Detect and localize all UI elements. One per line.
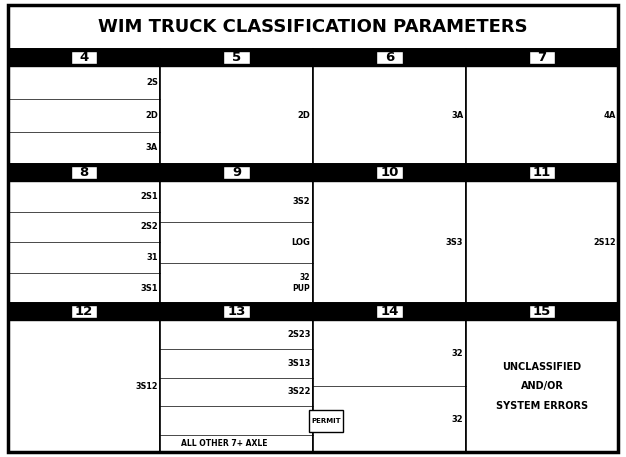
Bar [8,303,160,320]
Text: 7: 7 [538,51,546,64]
Text: 2S2: 2S2 [140,223,158,231]
Bar [313,49,466,66]
Bar [313,303,466,452]
Text: 12: 12 [74,305,93,318]
Text: 10: 10 [380,166,399,179]
Bar [223,51,250,64]
Bar [71,305,97,319]
Bar [529,166,555,179]
Text: WIM TRUCK CLASSIFICATION PARAMETERS: WIM TRUCK CLASSIFICATION PARAMETERS [98,18,528,36]
Bar [466,303,618,452]
Text: 3S22: 3S22 [287,388,310,396]
Bar [313,164,466,181]
Text: 2D: 2D [297,111,310,120]
Bar [160,164,313,303]
Bar [160,49,313,164]
Bar [466,303,618,320]
Text: LOG: LOG [292,238,310,247]
Text: 8: 8 [80,166,88,179]
Text: 5: 5 [232,51,241,64]
Bar [8,49,160,66]
Bar [8,5,618,49]
Text: 32
PUP: 32 PUP [293,273,310,292]
Text: 9: 9 [232,166,241,179]
Bar [160,303,313,452]
Bar [223,166,250,179]
Text: 3A: 3A [145,143,158,152]
Text: 2S: 2S [146,78,158,87]
Text: 15: 15 [533,305,552,318]
Bar [8,49,160,164]
FancyBboxPatch shape [309,410,343,431]
Bar [160,164,313,181]
Bar [376,166,403,179]
Bar [223,305,250,319]
Text: 2S1: 2S1 [140,192,158,201]
Bar [313,49,466,164]
Bar [466,164,618,303]
Bar [71,166,97,179]
Text: PERMIT: PERMIT [311,418,341,424]
Text: 32: 32 [451,415,463,424]
Text: 13: 13 [227,305,246,318]
Text: 11: 11 [533,166,552,179]
Bar [8,303,160,452]
Text: 4: 4 [80,51,88,64]
Text: 2D: 2D [145,111,158,120]
Bar [376,51,403,64]
Text: 14: 14 [380,305,399,318]
Bar [313,164,466,303]
Text: 31: 31 [146,253,158,262]
Bar [376,305,403,319]
Bar [8,164,160,181]
Bar [71,51,97,64]
Text: 4A: 4A [603,111,616,120]
Text: 3A: 3A [451,111,463,120]
Text: 3S1: 3S1 [140,283,158,292]
Text: 3S2: 3S2 [293,197,310,206]
Bar [160,303,313,320]
Text: UNCLASSIFIED
AND/OR
SYSTEM ERRORS: UNCLASSIFIED AND/OR SYSTEM ERRORS [496,362,588,411]
Text: 2S12: 2S12 [593,238,616,247]
Text: 2S23: 2S23 [287,330,310,339]
Bar [466,49,618,66]
Text: 3S13: 3S13 [287,359,310,368]
Bar [529,305,555,319]
Bar [8,164,160,303]
Text: 3S12: 3S12 [135,382,158,391]
Text: 32: 32 [451,349,463,358]
Bar [466,164,618,181]
Bar [160,49,313,66]
Bar [466,49,618,164]
Text: 6: 6 [385,51,394,64]
Bar [313,303,466,320]
Text: ALL OTHER 7+ AXLE: ALL OTHER 7+ AXLE [181,439,268,448]
Bar [529,51,555,64]
Text: 3S3: 3S3 [446,238,463,247]
